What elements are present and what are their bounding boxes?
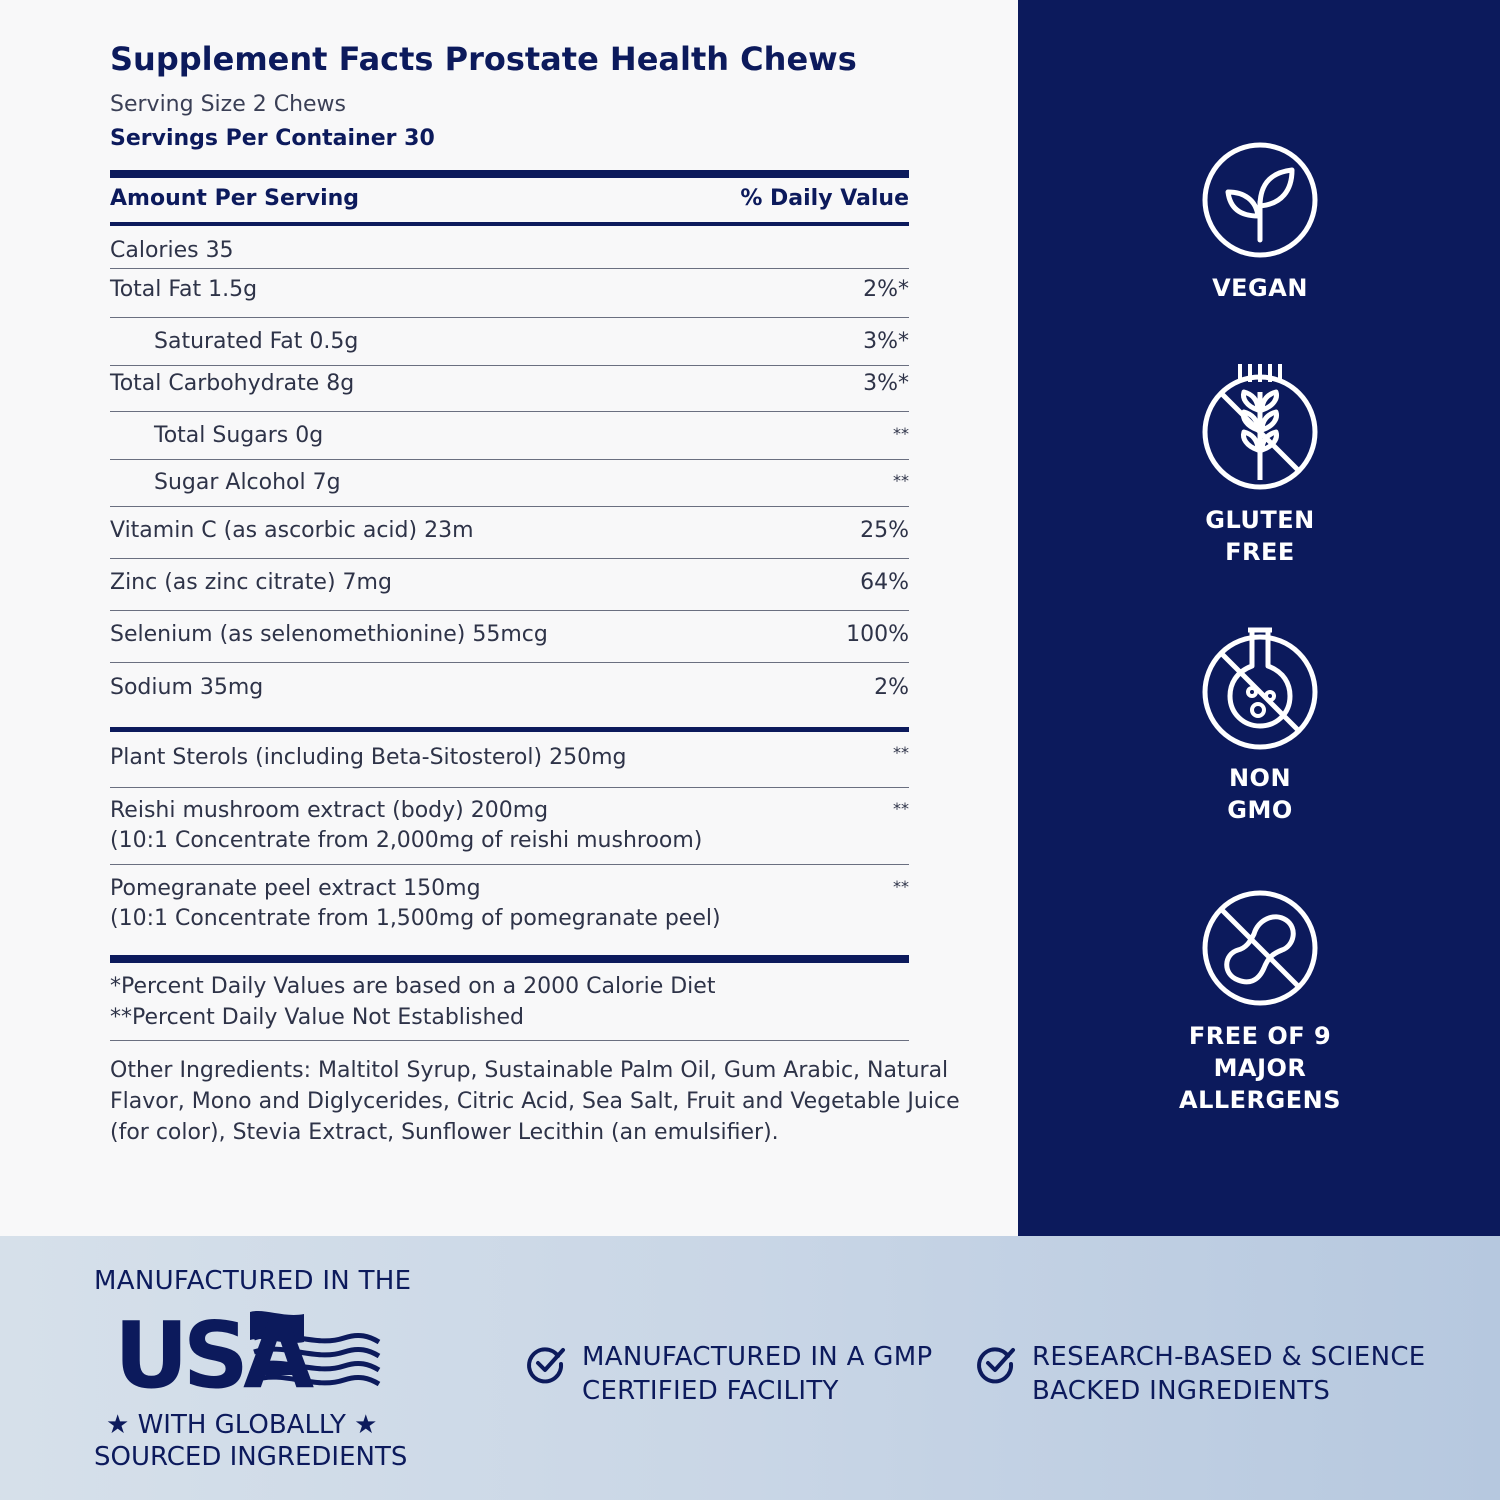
footer-panel — [0, 1236, 1500, 1500]
row-divider — [110, 365, 909, 366]
badge-gluten-free: GLUTEN FREE — [1140, 362, 1380, 568]
footnote-daily-values: *Percent Daily Values are based on a 200… — [110, 974, 716, 999]
nutrient-name: Sugar Alcohol 7g — [154, 470, 341, 495]
blend-sub: (10:1 Concentrate from 1,500mg of pomegr… — [110, 906, 721, 931]
peanut-crossed-icon — [1202, 890, 1318, 1006]
nutrient-name: Sodium 35mg — [110, 675, 264, 700]
nutrient-dv: 2%* — [863, 277, 909, 302]
nutrient-name: Zinc (as zinc citrate) 7mg — [110, 570, 392, 595]
badge-label: NON GMO — [1227, 764, 1293, 824]
nutrient-name: Total Carbohydrate 8g — [110, 371, 355, 396]
label-title: Supplement Facts Prostate Health Chews — [110, 40, 857, 78]
row-divider — [110, 268, 909, 269]
blend-name: Reishi mushroom extract (body) 200mg — [110, 798, 549, 823]
blend-sub: (10:1 Concentrate from 2,000mg of reishi… — [110, 828, 703, 853]
nutrient-dv: 25% — [860, 518, 909, 543]
nutrient-dv: ** — [893, 424, 909, 443]
claim-research: RESEARCH-BASED & SCIENCE BACKED INGREDIEN… — [976, 1340, 1426, 1408]
serving-size: Serving Size 2 Chews — [110, 92, 347, 117]
usa-wordmark: USA — [114, 1302, 314, 1409]
claim-text: RESEARCH-BASED & SCIENCE BACKED INGREDIEN… — [1032, 1342, 1426, 1406]
nutrient-dv: ** — [893, 471, 909, 490]
blend-dv: ** — [893, 799, 909, 818]
check-circle-icon — [977, 1347, 1015, 1384]
usa-top-text: MANUFACTURED IN THE — [94, 1266, 412, 1296]
thick-rule-bottom — [110, 955, 909, 963]
supplement-facts-panel — [0, 0, 1018, 1236]
row-divider — [110, 558, 909, 559]
row-divider — [110, 787, 909, 788]
medium-rule — [110, 222, 909, 226]
nutrient-dv: 3%* — [863, 329, 909, 354]
claim-text: MANUFACTURED IN A GMP CERTIFIED FACILITY — [582, 1342, 933, 1406]
usa-globally-text: ★ WITH GLOBALLY ★ — [106, 1410, 378, 1440]
other-ingredients-line: (for color), Stevia Extract, Sunflower L… — [110, 1120, 779, 1145]
leaf-icon — [1202, 142, 1318, 258]
row-divider — [110, 317, 909, 318]
row-divider — [110, 1040, 909, 1041]
made-in-usa-seal: MANUFACTURED IN THE USA ★ WITH GLOBALLY … — [94, 1266, 424, 1472]
nutrient-dv: 64% — [860, 570, 909, 595]
flag-icon — [250, 1311, 381, 1387]
badge-label: FREE OF 9 MAJOR ALLERGENS — [1179, 1022, 1341, 1114]
nutrient-name: Calories 35 — [110, 238, 234, 263]
row-divider — [110, 662, 909, 663]
thick-rule-top — [110, 170, 909, 178]
check-circle-icon — [527, 1347, 565, 1384]
row-divider — [110, 506, 909, 507]
badge-non-gmo: NON GMO — [1140, 626, 1380, 826]
blend-dv: ** — [893, 877, 909, 896]
nutrient-dv: 2% — [874, 675, 909, 700]
nutrient-name: Selenium (as selenomethionine) 55mcg — [110, 622, 548, 647]
row-divider — [110, 459, 909, 460]
badge-label: VEGAN — [1212, 274, 1308, 302]
row-divider — [110, 411, 909, 412]
other-ingredients-line: Other Ingredients: Maltitol Syrup, Susta… — [110, 1058, 949, 1083]
row-divider — [110, 610, 909, 611]
servings-per-container: Servings Per Container 30 — [110, 126, 435, 151]
badge-allergen-free: FREE OF 9 MAJOR ALLERGENS — [1140, 888, 1380, 1116]
thick-rule-middle — [110, 727, 909, 732]
wheat-crossed-icon — [1202, 364, 1318, 490]
nutrient-dv: 100% — [846, 622, 909, 647]
daily-value-header: % Daily Value — [740, 186, 909, 211]
claim-gmp: MANUFACTURED IN A GMP CERTIFIED FACILITY — [526, 1340, 932, 1408]
footnote-not-established: **Percent Daily Value Not Established — [110, 1005, 524, 1030]
badge-vegan: VEGAN — [1140, 140, 1380, 304]
nutrient-name: Vitamin C (as ascorbic acid) 23m — [110, 518, 474, 543]
nutrient-name: Total Fat 1.5g — [110, 277, 258, 302]
blend-name: Plant Sterols (including Beta-Sitosterol… — [110, 745, 627, 770]
nutrient-name: Saturated Fat 0.5g — [154, 329, 359, 354]
flask-crossed-icon — [1202, 627, 1318, 750]
badge-label: GLUTEN FREE — [1205, 506, 1315, 566]
amount-per-serving-header: Amount Per Serving — [110, 186, 360, 211]
nutrient-name: Total Sugars 0g — [154, 423, 324, 448]
row-divider — [110, 864, 909, 865]
blend-dv: ** — [893, 743, 909, 762]
blend-name: Pomegranate peel extract 150mg — [110, 876, 481, 901]
nutrient-dv: 3%* — [863, 371, 909, 396]
other-ingredients-line: Flavor, Mono and Diglycerides, Citric Ac… — [110, 1089, 960, 1114]
usa-sourced-text: SOURCED INGREDIENTS — [94, 1442, 408, 1472]
